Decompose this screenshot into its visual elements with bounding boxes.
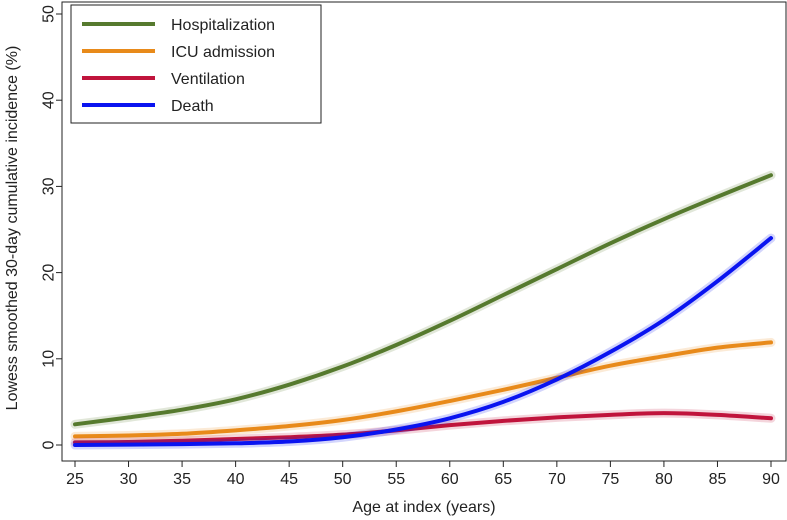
x-tick-label: 65 <box>494 471 512 488</box>
series-lines <box>70 170 776 450</box>
chart-frame: 25 30 35 40 45 50 55 60 65 70 75 80 85 90 0 10 20 30 40 50 <box>41 1 787 488</box>
series-line-death <box>73 236 773 447</box>
x-tick-label: 35 <box>173 471 191 488</box>
x-tick-label: 90 <box>762 471 780 488</box>
legend-label-hospitalization: Hospitalization <box>171 17 275 34</box>
legend-label-icu-admission: ICU admission <box>171 44 275 61</box>
y-tick-label: 40 <box>41 91 58 109</box>
series-ci-band-hospitalization <box>70 170 776 429</box>
x-tick-label: 50 <box>334 471 352 488</box>
x-tick-label: 80 <box>655 471 673 488</box>
y-tick-label: 30 <box>41 177 58 195</box>
x-tick-label: 70 <box>548 471 566 488</box>
x-tick-label: 75 <box>601 471 619 488</box>
series-line-ventilation <box>73 411 773 445</box>
y-tick-label: 0 <box>41 440 58 449</box>
x-tick-label: 25 <box>66 471 84 488</box>
x-tick-label: 40 <box>227 471 245 488</box>
series-line-hospitalization <box>73 173 773 427</box>
x-tick-label: 85 <box>709 471 727 488</box>
y-axis-label: Lowess smoothed 30-day cumulative incide… <box>4 46 21 411</box>
y-tick-label: 20 <box>41 264 58 282</box>
x-tick-label: 60 <box>441 471 459 488</box>
legend-label-ventilation: Ventilation <box>171 71 245 88</box>
x-tick-label: 55 <box>387 471 405 488</box>
x-tick-label: 45 <box>280 471 298 488</box>
plot-border <box>61 1 787 462</box>
series-line-icu-admission <box>73 340 773 439</box>
y-tick-label: 50 <box>41 5 58 23</box>
y-tick-label: 10 <box>41 350 58 368</box>
x-tick-label: 30 <box>120 471 138 488</box>
legend: Hospitalization ICU admission Ventilation D… <box>70 4 322 124</box>
legend-label-death: Death <box>171 98 214 115</box>
x-axis-label: Age at index (years) <box>352 499 495 516</box>
